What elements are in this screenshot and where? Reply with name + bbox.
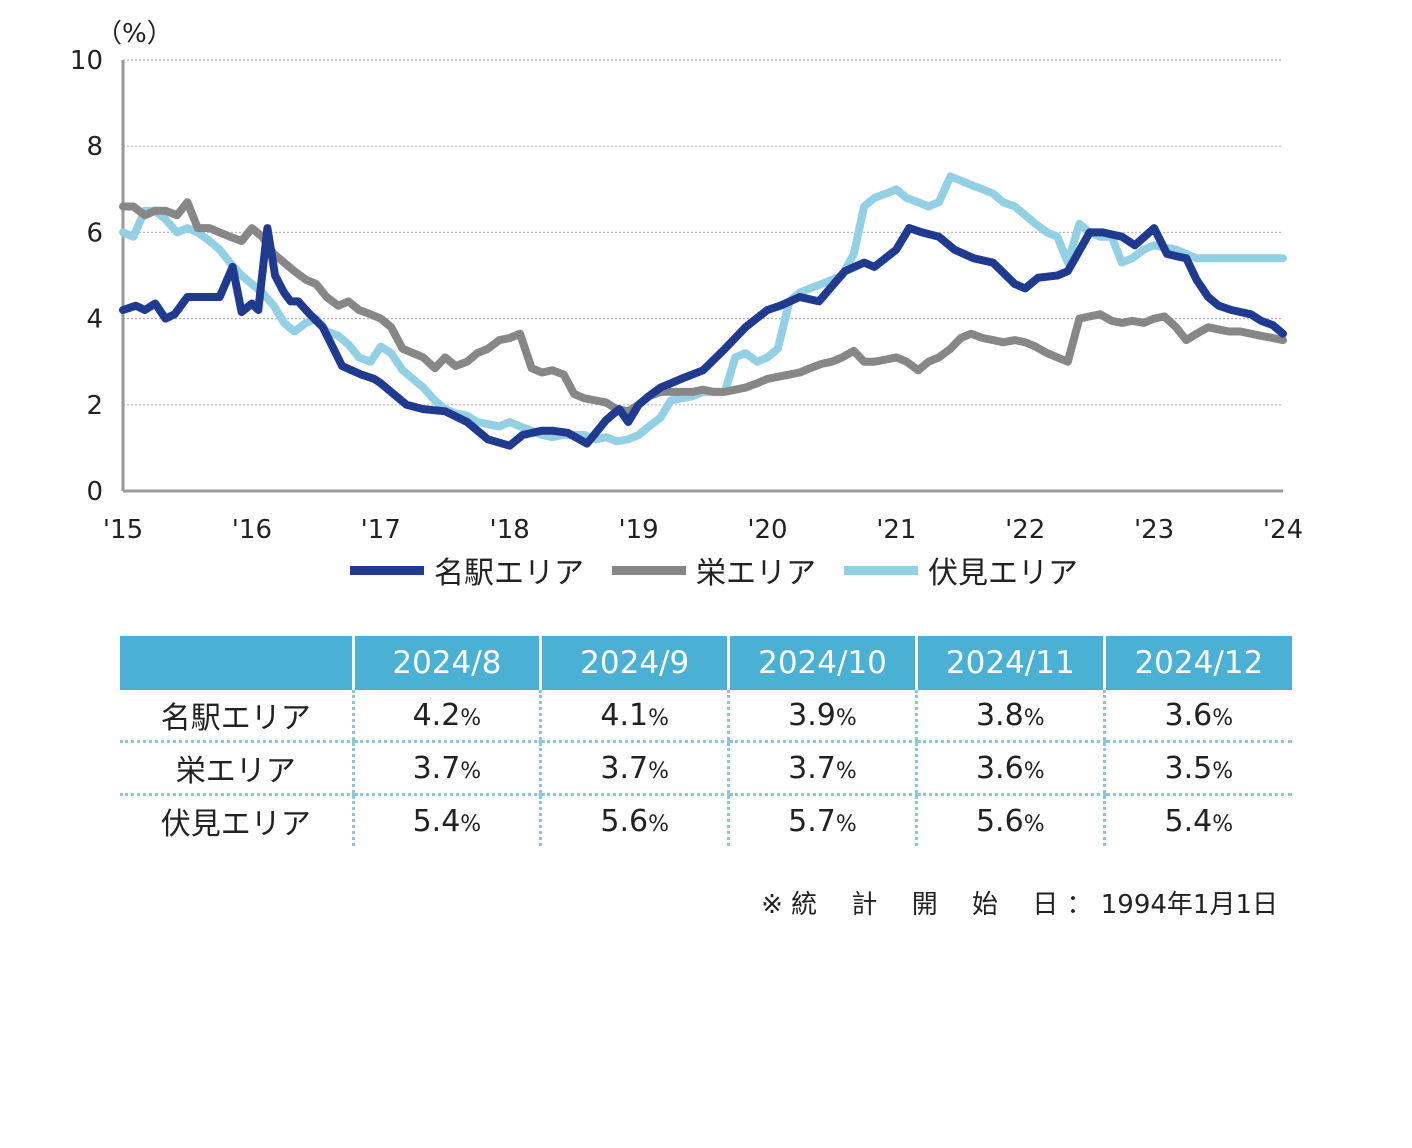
table-header-month: 2024/10	[727, 636, 917, 690]
y-tick-labels: 0 2 4 6 8 10	[70, 46, 103, 507]
table-cell: 5.6%	[539, 794, 729, 846]
x-tick-label: '24	[1263, 515, 1303, 545]
cell-value: 5.4	[1164, 803, 1213, 839]
table-cell: 5.6%	[914, 794, 1105, 846]
table-cell: 3.6%	[1102, 690, 1292, 743]
x-tick-label: '16	[232, 515, 272, 545]
cell-value: 5.7	[788, 803, 836, 839]
x-tick-label: '17	[361, 515, 401, 545]
legend-swatch-sakae	[612, 565, 686, 575]
y-tick-label: 2	[86, 391, 103, 421]
x-tick-label: '22	[1005, 515, 1045, 545]
cell-value: 3.6	[1164, 697, 1213, 733]
cell-unit: %	[460, 705, 482, 731]
x-tick-label: '21	[876, 515, 916, 545]
cell-value: 4.2	[412, 697, 461, 733]
y-tick-label: 6	[86, 218, 103, 248]
table-cell: 4.1%	[539, 690, 729, 743]
cell-value: 3.6	[975, 750, 1024, 786]
legend-label-sakae: 栄エリア	[696, 556, 816, 591]
y-tick-label: 4	[86, 305, 103, 335]
cell-unit: %	[835, 811, 857, 837]
table-header-month: 2024/12	[1102, 636, 1292, 690]
cell-unit: %	[460, 758, 482, 784]
legend-swatch-meieki	[350, 565, 424, 575]
x-tick-label: '23	[1134, 515, 1174, 545]
chart-legend: 名駅エリア 栄エリア 伏見エリア	[350, 548, 1110, 592]
y-tick-label: 8	[86, 132, 103, 162]
cell-unit: %	[835, 705, 857, 731]
x-tick-label: '19	[618, 515, 658, 545]
table-header-row: 2024/8 2024/9 2024/10 2024/11 2024/12	[120, 636, 1292, 690]
cell-unit: %	[1212, 705, 1234, 731]
table-header-month: 2024/8	[351, 636, 541, 690]
cell-unit: %	[1023, 811, 1045, 837]
legend-label-meieki: 名駅エリア	[434, 556, 584, 591]
table-cell: 3.6%	[914, 741, 1105, 796]
table-row: 名駅エリア 4.2% 4.1% 3.9% 3.8% 3.6%	[120, 690, 1292, 743]
table-cell: 3.5%	[1102, 741, 1292, 796]
table-cell: 3.7%	[727, 741, 917, 796]
cell-unit: %	[648, 758, 669, 784]
cell-unit: %	[1023, 705, 1045, 731]
row-label: 伏見エリア	[160, 807, 311, 842]
legend-item-fushimi: 伏見エリア	[844, 548, 1078, 592]
legend-label-fushimi: 伏見エリア	[928, 556, 1078, 591]
table-cell: 5.4%	[351, 794, 541, 846]
table-row: 伏見エリア 5.4% 5.6% 5.7% 5.6% 5.4%	[120, 794, 1292, 846]
row-label: 栄エリア	[120, 741, 353, 796]
table-cell: 4.2%	[351, 690, 541, 743]
vacancy-rate-table: 2024/8 2024/9 2024/10 2024/11 2024/12 名駅…	[120, 636, 1292, 846]
y-tick-label: 0	[86, 477, 103, 507]
table-header-month: 2024/9	[539, 636, 729, 690]
cell-value: 3.7	[600, 750, 649, 786]
y-axis-unit-label: （%）	[96, 19, 173, 49]
table-header-corner	[120, 636, 353, 690]
cell-unit: %	[835, 758, 857, 784]
cell-value: 3.8	[975, 697, 1024, 733]
series-line-fushimi	[119, 172, 1287, 446]
table-cell: 5.7%	[727, 794, 917, 846]
series-line-sakae	[119, 198, 1287, 416]
series-line-meieki	[119, 224, 1287, 450]
cell-value: 4.1	[600, 697, 649, 733]
cell-value: 3.7	[412, 750, 461, 786]
cell-value: 3.9	[788, 697, 836, 733]
cell-unit: %	[460, 811, 482, 837]
x-tick-label: '18	[490, 515, 530, 545]
series-lines	[119, 172, 1287, 450]
cell-unit: %	[648, 811, 669, 837]
table-cell: 3.9%	[727, 690, 917, 743]
cell-value: 3.5	[1164, 750, 1213, 786]
x-tick-label: '15	[103, 515, 143, 545]
table-cell: 3.8%	[914, 690, 1105, 743]
row-label: 名駅エリア	[120, 690, 353, 743]
y-tick-label: 10	[70, 46, 103, 76]
legend-item-sakae: 栄エリア	[612, 548, 816, 592]
cell-value: 5.6	[600, 803, 649, 839]
x-tick-labels: '15 '16 '17 '18 '19 '20 '21 '22 '23 '24	[103, 515, 1303, 545]
cell-unit: %	[1023, 758, 1045, 784]
cell-value: 3.7	[788, 750, 836, 786]
cell-value: 5.6	[975, 803, 1024, 839]
footnote-start-date: ※ 統 計 開 始 日 ： 1994年1月1日	[761, 890, 1278, 920]
cell-unit: %	[648, 705, 669, 731]
cell-unit: %	[1212, 758, 1234, 784]
cell-value: 5.4	[412, 803, 461, 839]
x-tick-label: '20	[747, 515, 787, 545]
legend-swatch-fushimi	[844, 565, 918, 575]
table-cell: 5.4%	[1102, 794, 1292, 846]
table-cell: 3.7%	[351, 741, 541, 796]
table-row: 栄エリア 3.7% 3.7% 3.7% 3.6% 3.5%	[120, 741, 1292, 796]
legend-item-meieki: 名駅エリア	[350, 548, 584, 592]
cell-unit: %	[1212, 811, 1234, 837]
table-header-month: 2024/11	[914, 636, 1105, 690]
table-cell: 3.7%	[539, 741, 729, 796]
